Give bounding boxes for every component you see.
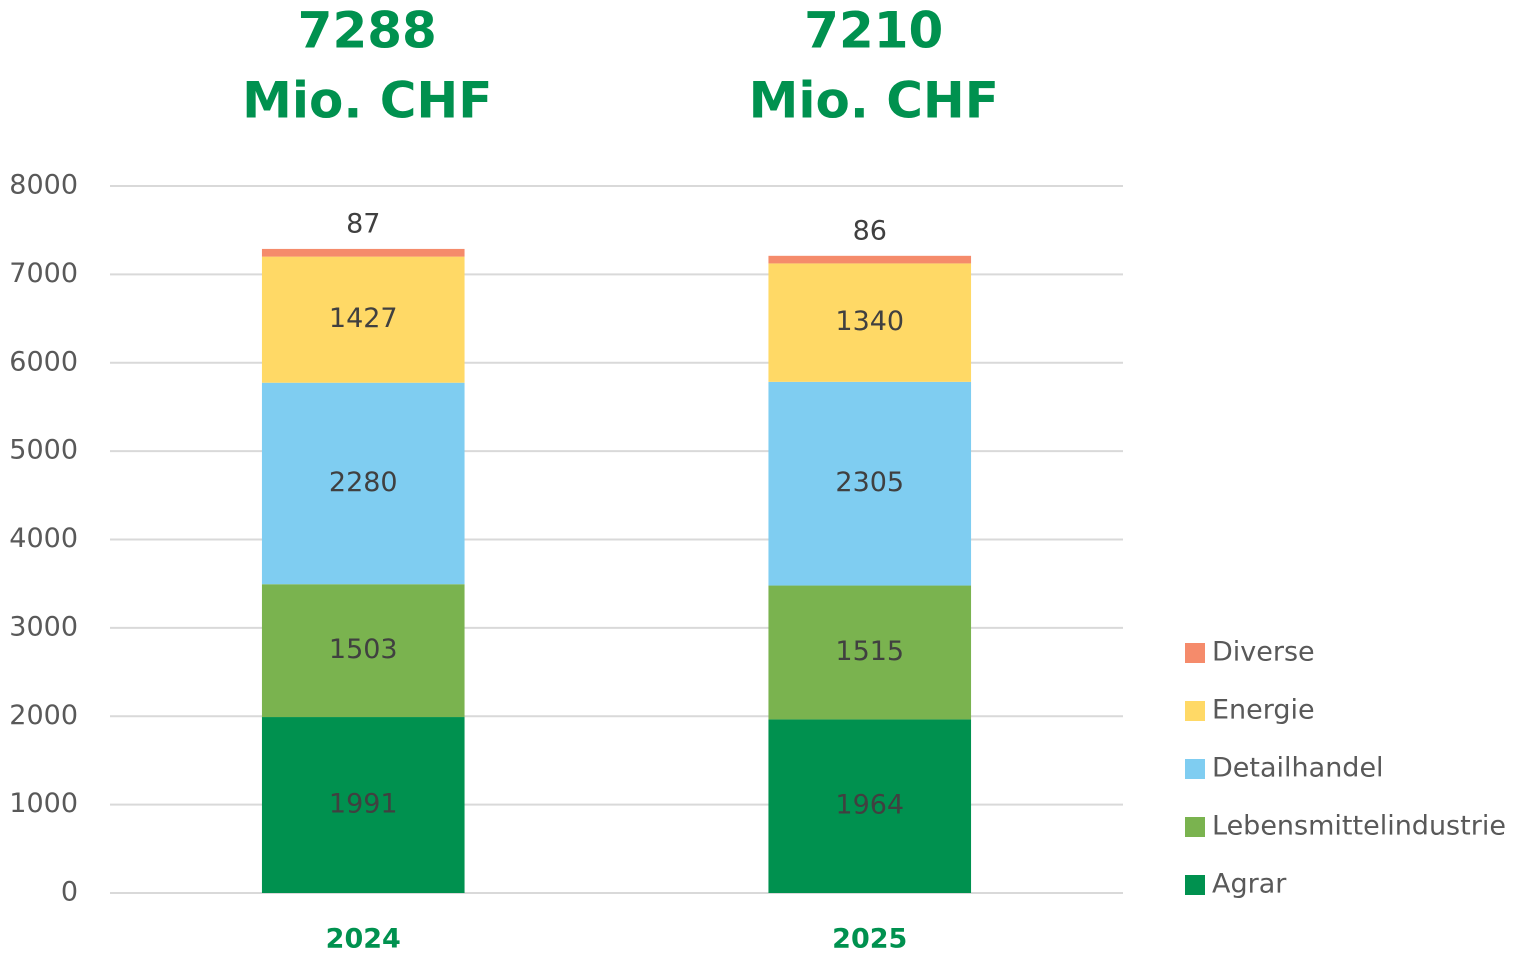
y-tick-label: 6000 [9,346,78,377]
legend-swatch [1185,643,1205,663]
data-label: 1964 [835,790,904,821]
total-annotation: 7288 [298,2,437,60]
total-annotation: Mio. CHF [749,72,999,130]
bar-segment [261,584,465,718]
data-label: 1503 [329,634,398,665]
bar-segment [261,717,465,893]
bar-segment [768,719,972,893]
x-tick-label: 2025 [832,924,907,955]
legend-label: Lebensmittelindustrie [1212,811,1506,842]
legend-label: Diverse [1212,637,1315,668]
y-tick-label: 2000 [9,700,78,731]
legend-swatch [1185,759,1205,779]
y-tick-label: 3000 [9,611,78,642]
x-tick-label: 2024 [326,924,401,955]
data-label: 1427 [329,303,398,334]
bar-segment [261,248,465,257]
total-annotation: Mio. CHF [242,72,492,130]
total-annotation: 7210 [804,2,943,60]
bar-segment [768,255,972,264]
data-label: 87 [346,208,380,239]
legend-label: Detailhandel [1212,753,1384,784]
bar-segment [261,256,465,383]
y-tick-label: 5000 [9,435,78,466]
legend-label: Energie [1212,695,1315,726]
legend-label: Agrar [1212,869,1287,900]
legend-swatch [1185,875,1205,895]
data-label: 1991 [329,789,398,820]
bar-segment [768,585,972,720]
y-tick-label: 8000 [9,170,78,201]
bar-segment [768,263,972,382]
legend-swatch [1185,701,1205,721]
y-tick-label: 0 [61,877,78,908]
data-label: 1340 [835,306,904,337]
bar-segment [768,381,972,586]
y-tick-label: 4000 [9,523,78,554]
data-label: 1515 [835,636,904,667]
data-label: 86 [853,215,887,246]
legend-swatch [1185,817,1205,837]
y-tick-label: 7000 [9,258,78,289]
y-tick-label: 1000 [9,788,78,819]
data-label: 2280 [329,467,398,498]
bar-segment [261,382,465,585]
data-label: 2305 [835,467,904,498]
